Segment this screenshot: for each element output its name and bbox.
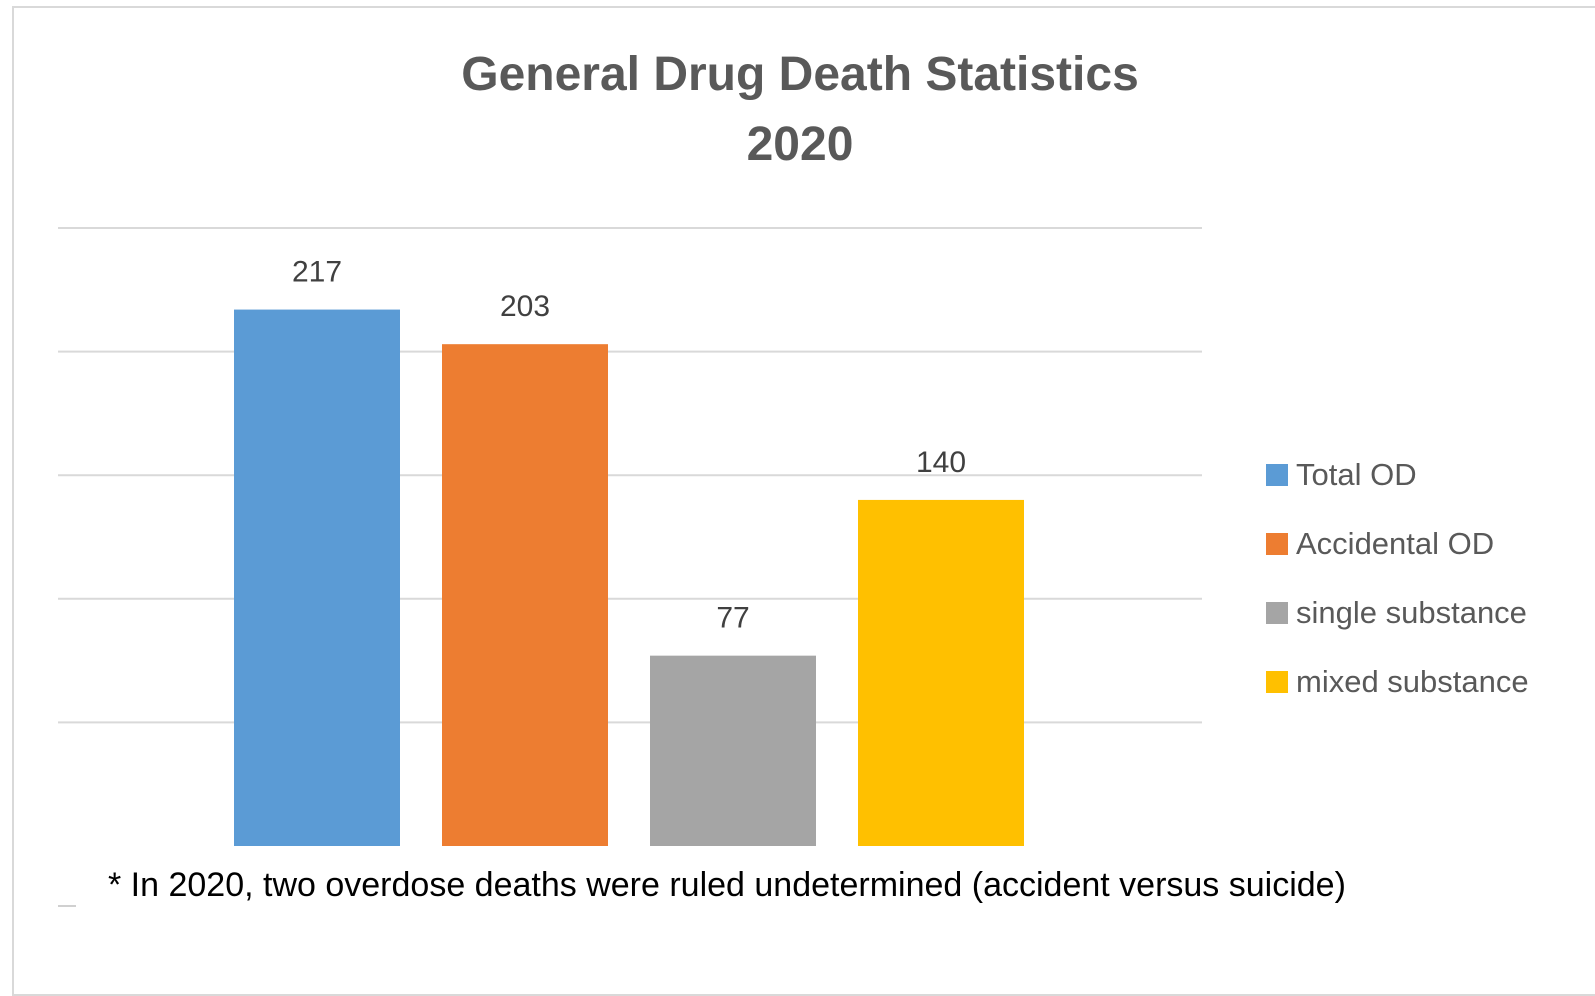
legend-item-mixed-substance: mixed substance [1266, 647, 1529, 716]
legend: Total OD Accidental OD single substance … [1266, 440, 1529, 716]
legend-swatch [1266, 532, 1288, 555]
legend-label: Total OD [1296, 456, 1417, 492]
bar-total-od [234, 309, 400, 846]
legend-label: mixed substance [1296, 663, 1529, 699]
legend-item-total-od: Total OD [1266, 440, 1529, 509]
bar-accidental-od [442, 344, 608, 846]
data-label: 140 [916, 446, 966, 479]
chart-title-line2: 2020 [746, 118, 854, 171]
bar-mixed-substance [858, 499, 1024, 846]
legend-swatch [1266, 601, 1288, 624]
bar-single-substance [650, 655, 816, 846]
data-label: 77 [716, 602, 749, 635]
chart-title-line1: General Drug Death Statistics [461, 48, 1139, 101]
legend-item-single-substance: single substance [1266, 578, 1529, 647]
legend-swatch [1266, 463, 1288, 486]
plot-area: 217 203 77 140 [58, 227, 1202, 846]
legend-item-accidental-od: Accidental OD [1266, 509, 1529, 578]
legend-label: Accidental OD [1296, 525, 1495, 561]
data-label: 217 [292, 256, 342, 289]
legend-swatch [1266, 670, 1288, 693]
chart-title: General Drug Death Statistics 2020 [0, 40, 1595, 180]
divider [58, 905, 76, 907]
footnote: * In 2020, two overdose deaths were rule… [108, 866, 1346, 904]
legend-label: single substance [1296, 594, 1527, 630]
data-label: 203 [500, 290, 550, 323]
